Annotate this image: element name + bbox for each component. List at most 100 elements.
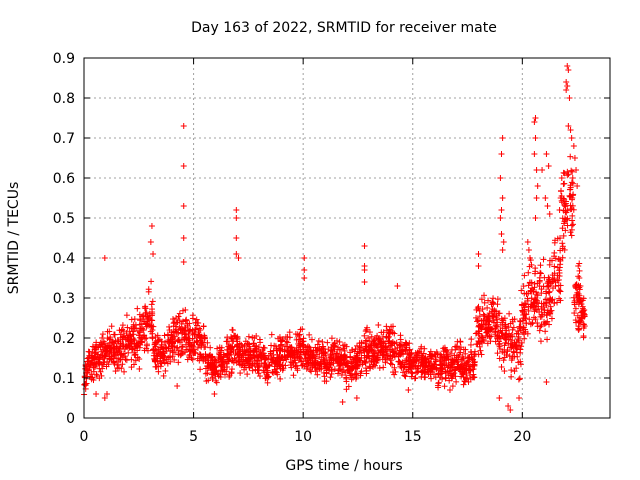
data-point: [112, 338, 119, 345]
data-point: [302, 350, 309, 357]
data-point: [578, 308, 585, 315]
data-point: [567, 192, 574, 199]
data-point: [388, 357, 395, 364]
data-point: [316, 346, 323, 353]
data-point: [189, 335, 196, 342]
data-point: [485, 297, 492, 304]
data-point: [358, 340, 365, 347]
data-point: [475, 330, 482, 337]
data-point: [421, 355, 428, 362]
data-point: [496, 395, 503, 401]
data-point: [406, 346, 413, 353]
data-point: [528, 261, 535, 268]
data-point: [312, 355, 319, 362]
data-point: [319, 345, 326, 352]
data-point: [572, 305, 579, 312]
data-point: [279, 361, 286, 368]
x-tick-label: 15: [404, 429, 422, 445]
data-point: [547, 308, 554, 315]
data-point: [440, 348, 447, 355]
data-point: [229, 366, 236, 373]
data-point: [571, 310, 578, 317]
data-point: [557, 297, 564, 304]
data-point: [270, 369, 277, 376]
data-point: [324, 339, 331, 346]
data-point: [206, 352, 213, 359]
data-point: [521, 306, 528, 313]
data-point: [145, 288, 152, 295]
data-point: [258, 353, 265, 360]
data-point: [224, 334, 231, 341]
data-point: [499, 135, 506, 141]
data-point: [110, 359, 117, 366]
data-point: [363, 354, 370, 361]
data-point: [546, 299, 553, 306]
data-point: [175, 359, 182, 366]
data-point: [533, 167, 540, 173]
data-point: [210, 363, 217, 370]
data-point: [233, 207, 240, 213]
data-point: [577, 317, 584, 324]
data-point: [226, 342, 233, 349]
data-point: [89, 374, 96, 381]
data-point: [567, 127, 574, 133]
data-point: [125, 349, 132, 356]
data-point: [574, 289, 581, 296]
data-point: [393, 339, 400, 346]
data-point: [190, 343, 197, 350]
data-point: [123, 312, 130, 319]
data-point: [180, 123, 187, 129]
data-point: [252, 345, 259, 352]
data-point: [485, 313, 492, 320]
data-point: [532, 316, 539, 323]
data-point: [107, 355, 114, 362]
data-point: [331, 366, 338, 373]
data-point: [421, 368, 428, 375]
data-point: [524, 239, 531, 245]
data-point: [537, 270, 544, 277]
data-point: [292, 363, 299, 370]
data-point: [498, 207, 505, 213]
data-point: [375, 321, 382, 328]
data-point: [518, 287, 525, 294]
data-point: [186, 320, 193, 327]
data-point: [297, 326, 304, 333]
data-point: [104, 328, 111, 335]
y-tick-label: 0.1: [53, 371, 75, 387]
data-point: [170, 323, 177, 330]
data-point: [148, 223, 155, 229]
data-point: [268, 331, 275, 338]
data-point: [233, 215, 240, 221]
data-point: [182, 306, 189, 313]
data-point: [259, 346, 266, 353]
data-point: [131, 361, 138, 368]
data-point: [559, 199, 566, 206]
data-point: [132, 351, 139, 358]
data-point: [507, 320, 514, 327]
data-point: [362, 360, 369, 367]
data-point: [169, 339, 176, 346]
data-point: [459, 370, 466, 377]
data-point: [361, 332, 368, 339]
data-point: [180, 259, 187, 265]
data-point: [295, 336, 302, 343]
data-point: [525, 247, 532, 253]
data-point: [249, 334, 256, 341]
chart-title: Day 163 of 2022, SRMTID for receiver mat…: [191, 20, 497, 36]
data-point: [98, 361, 105, 368]
data-point: [546, 288, 553, 295]
data-point: [250, 351, 257, 358]
data-point: [490, 300, 497, 307]
data-point: [543, 290, 550, 297]
data-point: [148, 317, 155, 324]
data-point: [557, 288, 564, 295]
data-point: [289, 350, 296, 357]
data-point: [413, 358, 420, 365]
data-point: [496, 355, 503, 362]
data-point: [460, 381, 467, 388]
data-point: [420, 350, 427, 357]
data-point: [138, 335, 145, 342]
data-point: [143, 341, 150, 348]
data-point: [564, 207, 571, 214]
data-point: [101, 395, 108, 401]
